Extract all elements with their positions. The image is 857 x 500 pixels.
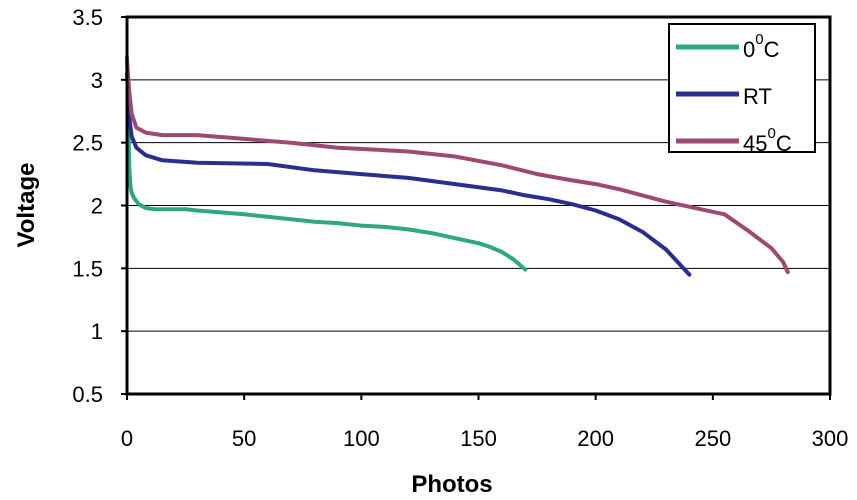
x-tick-label: 0 bbox=[121, 426, 133, 451]
y-tick-label: 2 bbox=[91, 194, 103, 219]
y-tick-label: 1 bbox=[91, 319, 103, 344]
legend-label: 450C bbox=[743, 125, 792, 156]
series-line-450c bbox=[125, 59, 790, 275]
legend: 00C RT 450C bbox=[668, 23, 816, 156]
x-axis-ticks: 0 50 100 150 200 250 300 bbox=[121, 394, 848, 451]
x-tick-label: 100 bbox=[343, 426, 380, 451]
x-tick-label: 150 bbox=[460, 426, 497, 451]
legend-label: 00C bbox=[743, 31, 780, 62]
x-tick-label: 300 bbox=[812, 426, 849, 451]
y-tick-label: 3 bbox=[91, 68, 103, 93]
y-tick-label: 0.5 bbox=[72, 382, 103, 407]
legend-box bbox=[668, 23, 816, 153]
y-axis-ticks: 0.5 1 1.5 2 2.5 3 3.5 bbox=[72, 5, 127, 407]
y-tick-label: 2.5 bbox=[72, 131, 103, 156]
x-axis-title: Photos bbox=[411, 471, 492, 498]
y-axis-title: Voltage bbox=[13, 163, 40, 248]
x-tick-label: 50 bbox=[232, 426, 256, 451]
x-tick-label: 200 bbox=[577, 426, 614, 451]
series-lines bbox=[125, 55, 790, 277]
y-tick-label: 1.5 bbox=[72, 256, 103, 281]
y-tick-label: 3.5 bbox=[72, 5, 103, 30]
series-line-00c bbox=[125, 55, 528, 272]
series-line-rt bbox=[125, 71, 692, 277]
x-tick-label: 250 bbox=[694, 426, 731, 451]
legend-label: RT bbox=[743, 84, 772, 109]
